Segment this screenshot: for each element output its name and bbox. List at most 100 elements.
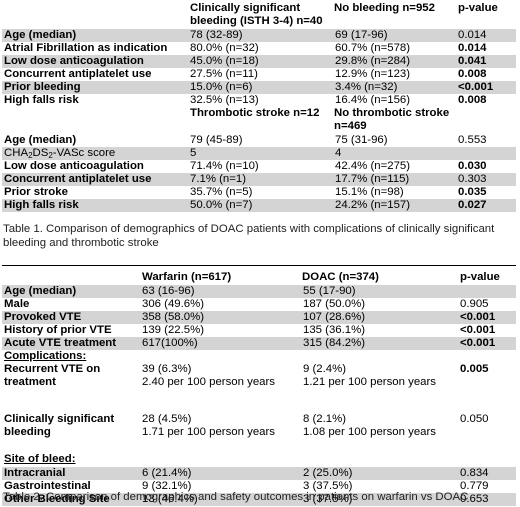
p-value: 0.303: [456, 173, 516, 186]
header-blank: [2, 2, 188, 29]
value-1: 32.5% (n=13): [188, 94, 332, 107]
header-blank: [2, 107, 188, 134]
table-row: Concurrent antiplatelet use 27.5% (n=11) 1…: [2, 68, 516, 81]
value-1: 50.0% (n=7): [188, 199, 332, 212]
site-of-bleed-label: Site of bleed:: [4, 453, 76, 465]
table-row: Concurrent antiplatelet use 7.1% (n=1) 17.…: [2, 173, 516, 186]
value-2: 3 (37.5%): [300, 493, 458, 506]
table-row: History of prior VTE 139 (22.5%) 135 (36.1…: [2, 324, 516, 337]
header-doac: DOAC (n=374): [300, 271, 458, 285]
row-label-part: CHA: [4, 147, 29, 159]
table-1-caption: Table 1. Comparison of demographics of D…: [3, 223, 495, 249]
table-row: Acute VTE treatment 617(100%) 315 (84.2%) <…: [2, 337, 516, 350]
row-label: High falls risk: [2, 199, 188, 212]
table-row: Atrial Fibrillation as indication 80.0% (…: [2, 42, 516, 55]
table-row: Age (median) 79 (45-89) 75 (31-96) 0.553: [2, 134, 516, 147]
row-label: Clinically significant bleeding: [2, 413, 140, 453]
value-2: 187 (50.0%): [300, 298, 458, 311]
row-label: CHA2DS2-VASc score: [2, 147, 188, 160]
value-2: 3.4% (n=32): [332, 81, 456, 94]
value-warfarin: 39 (6.3%): [142, 363, 192, 375]
row-label: Gastrointestinal: [2, 480, 140, 493]
value-2: 12.9% (n=123): [332, 68, 456, 81]
table-row: Low dose anticoagulation 45.0% (n=18) 29.8…: [2, 55, 516, 68]
value-1: 71.4% (n=10): [188, 160, 332, 173]
value-1: 63 (16-96): [140, 285, 300, 298]
p-value: <0.001: [458, 337, 516, 350]
value-1: 80.0% (n=32): [188, 42, 332, 55]
row-label: Other Bleeding Site: [2, 493, 140, 506]
value-1: 27.5% (n=11): [188, 68, 332, 81]
rate-doac: 1.21 per 100 person years: [303, 376, 436, 388]
table-row: Intracranial 6 (21.4%) 2 (25.0%) 0.834: [2, 467, 516, 480]
value-2: 29.8% (n=284): [332, 55, 456, 68]
row-label-part: 2: [48, 151, 53, 160]
table-2-header: Warfarin (n=617) DOAC (n=374) p-value: [2, 271, 516, 285]
value-doac: 8 (2.1%): [303, 413, 347, 425]
value-2: 107 (28.6%): [300, 311, 458, 324]
table-1-header-2: Thrombotic stroke n=12 No thrombotic str…: [2, 107, 516, 134]
table-row: Prior stroke 35.7% (n=5) 15.1% (n=98) 0.035: [2, 186, 516, 199]
table-row: Gastrointestinal 9 (32.1%) 3 (37.5%) 0.779: [2, 480, 516, 493]
p-value: 0.014: [456, 42, 516, 55]
p-value: 0.653: [458, 493, 516, 506]
p-value: [458, 285, 516, 298]
value-1: 15.0% (n=6): [188, 81, 332, 94]
value-2: 75 (31-96): [332, 134, 456, 147]
row-label: Prior bleeding: [2, 81, 188, 94]
row-label: Age (median): [2, 29, 188, 42]
value-warfarin: 28 (4.5%): [142, 413, 192, 425]
row-label: Acute VTE treatment: [2, 337, 140, 350]
p-value: 0.905: [458, 298, 516, 311]
value-doac: 9 (2.4%): [303, 363, 347, 375]
p-value: 0.050: [458, 413, 516, 453]
row-label-part: -VASc score: [52, 147, 116, 159]
value-1: 45.0% (n=18): [188, 55, 332, 68]
header-blank: [2, 271, 140, 285]
row-label: Low dose anticoagulation: [2, 160, 188, 173]
value-2: 4: [332, 147, 456, 160]
row-label: Intracranial: [2, 467, 140, 480]
row-label: Prior stroke: [2, 186, 188, 199]
value-2: 15.1% (n=98): [332, 186, 456, 199]
row-label: Atrial Fibrillation as indication: [2, 42, 188, 55]
value-1: 13 (46.4%): [140, 493, 300, 506]
value-1: 35.7% (n=5): [188, 186, 332, 199]
value-2: 2 (25.0%): [300, 467, 458, 480]
table-row: Prior bleeding 15.0% (n=6) 3.4% (n=32) <0.0…: [2, 81, 516, 94]
value-1: 139 (22.5%): [140, 324, 300, 337]
value-1: 9 (32.1%): [140, 480, 300, 493]
value-2: 24.2% (n=157): [332, 199, 456, 212]
row-label: Concurrent antiplatelet use: [2, 173, 188, 186]
table-row: Low dose anticoagulation 71.4% (n=10) 42.4…: [2, 160, 516, 173]
p-value: 0.834: [458, 467, 516, 480]
value-2: 60.7% (n=578): [332, 42, 456, 55]
p-value: 0.035: [456, 186, 516, 199]
row-label: Age (median): [2, 134, 188, 147]
header-warfarin: Warfarin (n=617): [140, 271, 300, 285]
row-label: Age (median): [2, 285, 140, 298]
value-1: 5: [188, 147, 332, 160]
table-row: Provoked VTE 358 (58.0%) 107 (28.6%) <0.001: [2, 311, 516, 324]
p-value: 0.030: [456, 160, 516, 173]
table-row: High falls risk 32.5% (n=13) 16.4% (n=156)…: [2, 94, 516, 107]
table-row: Age (median) 63 (16-96) 55 (17-90): [2, 285, 516, 298]
table-1: Clinically significant bleeding (ISTH 3-…: [2, 2, 516, 212]
value-2: 69 (17-96): [332, 29, 456, 42]
table-row: Age (median) 78 (32-89) 69 (17-96) 0.014: [2, 29, 516, 42]
row-label: High falls risk: [2, 94, 188, 107]
row-label: History of prior VTE: [2, 324, 140, 337]
header-blank: [456, 107, 516, 134]
value-1: 617(100%): [140, 337, 300, 350]
table-row: High falls risk 50.0% (n=7) 24.2% (n=157) 0…: [2, 199, 516, 212]
row-label-part: DS: [32, 147, 49, 159]
p-value: 0.008: [456, 94, 516, 107]
p-value: 0.553: [456, 134, 516, 147]
row-label: Recurrent VTE on treatment: [2, 363, 140, 413]
row-label: Male: [2, 298, 140, 311]
header-no-bleeding: No bleeding n=952: [332, 2, 456, 29]
complications-label: Complications:: [4, 350, 87, 362]
row-label-part: 2: [28, 151, 33, 160]
p-value: 0.779: [458, 480, 516, 493]
value-1: 78 (32-89): [188, 29, 332, 42]
